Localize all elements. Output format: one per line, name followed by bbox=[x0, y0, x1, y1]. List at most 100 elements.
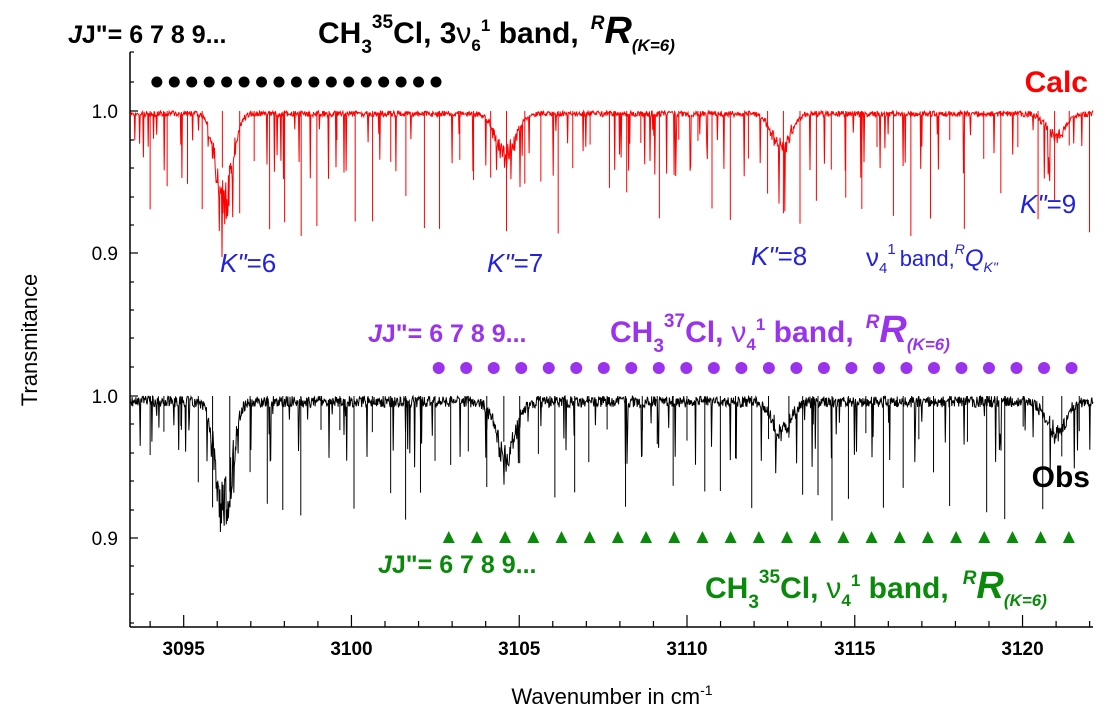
green-triangle-marker bbox=[499, 531, 512, 543]
black-dot-marker bbox=[413, 76, 425, 88]
black-dot-marker bbox=[221, 76, 233, 88]
green-triangle-marker bbox=[724, 531, 737, 543]
black-dot-marker bbox=[273, 76, 285, 88]
green-triangle-marker bbox=[780, 531, 793, 543]
green-triangle-marker bbox=[893, 531, 906, 543]
series-markers bbox=[151, 76, 1078, 543]
purple-dot-marker bbox=[652, 362, 665, 374]
black-dot-marker bbox=[203, 76, 215, 88]
purple-dot-marker bbox=[845, 362, 858, 374]
bot-title: CH335Cl, ν41 band, RR(K=6) bbox=[705, 565, 1047, 613]
green-triangle-marker bbox=[696, 531, 709, 543]
y-axis-title: Transmitance bbox=[17, 274, 42, 406]
y-tick-label: 0.9 bbox=[92, 529, 118, 550]
purple-dot-marker bbox=[900, 362, 913, 374]
green-triangle-marker bbox=[668, 531, 681, 543]
black-dot-marker bbox=[325, 76, 337, 88]
green-triangle-marker bbox=[583, 531, 596, 543]
obs-spectrum bbox=[129, 394, 1094, 533]
bot-j-values: J"= 6 7 8 9... bbox=[392, 551, 537, 579]
calc-label: Calc bbox=[1025, 66, 1088, 99]
y-ticks: 1.0 0.9 1.0 0.9 bbox=[92, 51, 138, 624]
top-j-values: J"= 6 7 8 9... bbox=[82, 21, 227, 49]
purple-dot-marker bbox=[982, 362, 995, 374]
x-tick-label: 3110 bbox=[666, 639, 707, 660]
mid-j-label: JJ"= 6 7 8 9... bbox=[368, 320, 527, 348]
black-dot-marker bbox=[343, 76, 355, 88]
top-j-label: JJ"= 6 7 8 9... bbox=[68, 21, 227, 49]
top-title: CH335Cl, 3ν61 band, RR(K=6) bbox=[318, 10, 675, 58]
obs-label: Obs bbox=[1032, 461, 1090, 494]
purple-dot-marker bbox=[570, 362, 583, 374]
black-dot-marker bbox=[168, 76, 180, 88]
x-tick-label: 3105 bbox=[498, 639, 541, 660]
purple-dot-marker bbox=[680, 362, 693, 374]
k9-label: K"=9 bbox=[1020, 189, 1076, 219]
green-triangle-marker bbox=[837, 531, 850, 543]
green-triangle-marker bbox=[752, 531, 765, 543]
purple-dot-marker bbox=[487, 362, 500, 374]
black-dot-marker bbox=[290, 76, 302, 88]
purple-dot-marker bbox=[927, 362, 940, 374]
green-triangle-marker bbox=[527, 531, 540, 543]
mid-j-values: J"= 6 7 8 9... bbox=[382, 320, 527, 348]
green-triangle-marker bbox=[442, 531, 455, 543]
black-dot-marker bbox=[151, 76, 163, 88]
green-triangle-marker bbox=[555, 531, 568, 543]
bot-j-label: JJ"= 6 7 8 9... bbox=[378, 551, 537, 579]
purple-dot-marker bbox=[1038, 362, 1051, 374]
k6-label: K"=6 bbox=[220, 248, 276, 278]
green-triangle-marker bbox=[1034, 531, 1047, 543]
purple-dot-marker bbox=[432, 362, 445, 374]
black-dot-marker bbox=[360, 76, 372, 88]
x-tick-label: 3120 bbox=[1001, 639, 1043, 660]
spectrum-trace bbox=[129, 394, 1094, 533]
purple-dot-marker bbox=[817, 362, 830, 374]
black-dot-marker bbox=[256, 76, 268, 88]
green-triangle-marker bbox=[470, 531, 483, 543]
purple-dot-marker bbox=[955, 362, 968, 374]
black-dot-marker bbox=[308, 76, 320, 88]
purple-dot-marker bbox=[542, 362, 555, 374]
calc-spectrum bbox=[129, 109, 1094, 258]
x-ticks: 3095 3100 3105 3110 3115 3120 bbox=[149, 615, 1091, 660]
x-axis-title: Wavenumber in cm-1 bbox=[511, 682, 712, 709]
y-tick-label: 1.0 bbox=[92, 102, 118, 123]
purple-dot-marker bbox=[735, 362, 748, 374]
black-dot-marker bbox=[395, 76, 407, 88]
x-tick-label: 3095 bbox=[163, 639, 206, 660]
black-dot-marker bbox=[378, 76, 390, 88]
purple-dot-marker bbox=[515, 362, 528, 374]
nu4-rq-label: ν41 band,RQK" bbox=[866, 241, 999, 277]
purple-dot-marker bbox=[1010, 362, 1023, 374]
x-tick-label: 3115 bbox=[834, 639, 876, 660]
green-triangle-marker bbox=[1062, 531, 1075, 543]
purple-dot-marker bbox=[460, 362, 473, 374]
black-dot-marker bbox=[430, 76, 442, 88]
black-dot-marker bbox=[186, 76, 198, 88]
purple-dot-marker bbox=[597, 362, 610, 374]
spectrum-trace bbox=[129, 109, 1094, 258]
purple-dot-marker bbox=[707, 362, 720, 374]
k8-label: K"=8 bbox=[751, 241, 807, 271]
purple-dot-marker bbox=[762, 362, 775, 374]
green-triangle-marker bbox=[950, 531, 963, 543]
purple-dot-marker bbox=[1065, 362, 1078, 374]
green-triangle-marker bbox=[865, 531, 878, 543]
green-triangle-marker bbox=[809, 531, 822, 543]
green-triangle-marker bbox=[640, 531, 653, 543]
green-triangle-marker bbox=[921, 531, 934, 543]
purple-dot-marker bbox=[872, 362, 885, 374]
black-dot-marker bbox=[238, 76, 250, 88]
purple-dot-marker bbox=[790, 362, 803, 374]
x-tick-label: 3100 bbox=[330, 639, 372, 660]
k7-label: K"=7 bbox=[487, 248, 543, 278]
green-triangle-marker bbox=[611, 531, 624, 543]
y-tick-label: 0.9 bbox=[92, 244, 118, 265]
purple-dot-marker bbox=[625, 362, 638, 374]
mid-title: CH337Cl, ν41 band, RR(K=6) bbox=[610, 309, 950, 357]
y-tick-label: 1.0 bbox=[92, 387, 118, 408]
green-triangle-marker bbox=[978, 531, 991, 543]
